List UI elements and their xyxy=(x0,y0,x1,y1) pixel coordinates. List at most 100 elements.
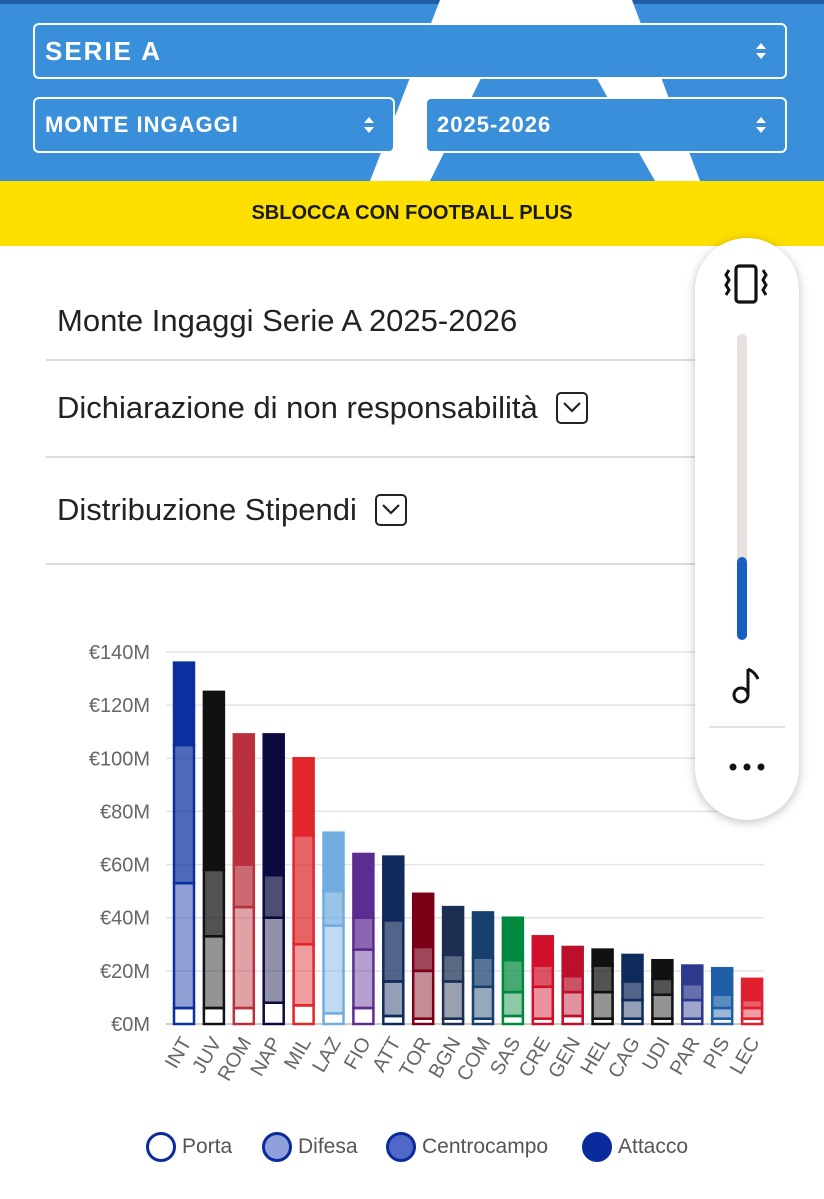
bar-segment xyxy=(262,916,285,1004)
bar-segment xyxy=(501,990,525,1018)
x-tick-label: LEC xyxy=(726,1034,765,1079)
bar-segment xyxy=(262,873,285,919)
bar-segment xyxy=(172,743,196,885)
volume-slider-track[interactable] xyxy=(737,334,747,640)
y-tick-label: €80M xyxy=(100,801,150,823)
bar-segment xyxy=(292,834,315,946)
bar-segment xyxy=(471,911,495,959)
bar-segment xyxy=(591,990,614,1020)
select-arrows-icon xyxy=(756,43,766,59)
y-tick-label: €60M xyxy=(100,855,150,877)
bar-segment xyxy=(352,916,375,951)
x-tick-label: NAP xyxy=(246,1034,286,1081)
legend-item[interactable]: Porta xyxy=(146,1127,232,1167)
music-note-icon[interactable] xyxy=(731,666,761,704)
season-select-value: 2025-2026 xyxy=(437,112,552,137)
bar-segment xyxy=(651,993,674,1020)
legend-label: Attacco xyxy=(618,1135,689,1158)
bar-segment xyxy=(232,905,256,1010)
bar-segment xyxy=(561,990,584,1018)
salary-distribution-toggle[interactable]: Distribuzione Stipendi xyxy=(46,457,695,565)
chevron-down-icon[interactable] xyxy=(555,392,588,424)
salary-bar-chart: €0M€20M€40M€60M€80M€100M€120M€140MINTJUV… xyxy=(89,642,765,1085)
bar-segment xyxy=(232,733,256,866)
bar-segment xyxy=(621,953,644,983)
header-stripe xyxy=(0,0,824,4)
volume-panel-divider xyxy=(709,726,785,728)
more-options-icon[interactable] xyxy=(729,762,765,772)
vibrate-icon[interactable] xyxy=(723,264,769,304)
y-tick-label: €20M xyxy=(100,961,150,983)
legend-swatch xyxy=(262,1132,292,1162)
select-arrows-icon xyxy=(364,117,374,133)
legend-swatch xyxy=(146,1132,176,1162)
bar-segment xyxy=(710,1006,734,1020)
bar-segment xyxy=(531,985,555,1020)
bar-segment xyxy=(322,889,345,927)
bar-segment xyxy=(531,935,555,967)
bar-segment xyxy=(441,953,465,983)
football-plus-banner[interactable]: SBLOCCA CON FOOTBALL PLUS xyxy=(0,181,824,246)
legend-item[interactable]: Difesa xyxy=(262,1127,358,1167)
x-tick-label: LAZ xyxy=(308,1034,345,1077)
bar-segment xyxy=(202,868,226,938)
y-tick-label: €40M xyxy=(100,908,150,930)
bar-segment xyxy=(740,977,764,1002)
bar-segment xyxy=(202,1006,226,1026)
bar-segment xyxy=(681,964,704,986)
x-tick-label: CAG xyxy=(604,1034,645,1083)
bar-segment xyxy=(322,1012,345,1026)
bar-segment xyxy=(411,969,435,1020)
chevron-down-icon[interactable] xyxy=(374,494,407,526)
metric-select-value: MONTE INGAGGI xyxy=(45,112,239,137)
bar-segment xyxy=(561,945,584,978)
football-plus-label: SBLOCCA CON FOOTBALL PLUS xyxy=(251,202,573,224)
bar-segment xyxy=(202,690,226,872)
page-title-text: Monte Ingaggi Serie A 2025-2026 xyxy=(57,303,518,338)
bar-segment xyxy=(172,661,196,747)
header-bar: SERIE A MONTE INGAGGI 2025-2026 xyxy=(0,0,824,181)
metric-select[interactable]: MONTE INGAGGI xyxy=(33,97,395,153)
legend-item[interactable]: Centrocampo xyxy=(386,1127,548,1167)
league-select-value: SERIE A xyxy=(45,35,163,66)
bar-segment xyxy=(531,964,555,989)
bar-segment xyxy=(172,1006,196,1026)
y-tick-label: €100M xyxy=(89,748,150,770)
bar-segment xyxy=(621,980,644,1002)
league-select[interactable]: SERIE A xyxy=(33,23,787,79)
bar-segment xyxy=(262,1001,285,1026)
bar-segment xyxy=(202,935,226,1010)
bar-segment xyxy=(322,924,345,1015)
bar-segment xyxy=(591,964,614,994)
bar-segment xyxy=(501,958,525,994)
bar-segment xyxy=(382,919,405,983)
volume-slider-fill[interactable] xyxy=(737,557,747,640)
bar-segment xyxy=(651,977,674,997)
y-tick-label: €120M xyxy=(89,695,150,717)
bar-segment xyxy=(352,948,375,1010)
bar-segment xyxy=(232,1006,256,1026)
bar-segment xyxy=(292,757,315,837)
legend-item[interactable]: Attacco xyxy=(582,1127,688,1167)
bar-segment xyxy=(561,974,584,994)
bar-segment xyxy=(621,998,644,1020)
disclaimer-label: Dichiarazione di non responsabilità xyxy=(57,390,538,425)
bar-segment xyxy=(710,993,734,1010)
legend-label: Porta xyxy=(182,1135,233,1158)
bar-segment xyxy=(411,945,435,973)
page-title: Monte Ingaggi Serie A 2025-2026 xyxy=(46,283,695,361)
bar-segment xyxy=(382,855,405,922)
bar-segment xyxy=(501,916,525,962)
bar-segment xyxy=(382,980,405,1018)
bar-segment xyxy=(441,905,465,957)
bar-segment xyxy=(651,958,674,981)
legend-label: Centrocampo xyxy=(422,1135,549,1158)
bar-segment xyxy=(441,980,465,1020)
season-select[interactable]: 2025-2026 xyxy=(425,97,787,153)
bar-segment xyxy=(322,831,345,893)
volume-panel[interactable] xyxy=(695,238,799,820)
bar-segment xyxy=(681,982,704,1002)
disclaimer-toggle[interactable]: Dichiarazione di non responsabilità xyxy=(46,360,695,458)
bar-segment xyxy=(471,956,495,989)
salary-distribution-label: Distribuzione Stipendi xyxy=(57,492,357,527)
